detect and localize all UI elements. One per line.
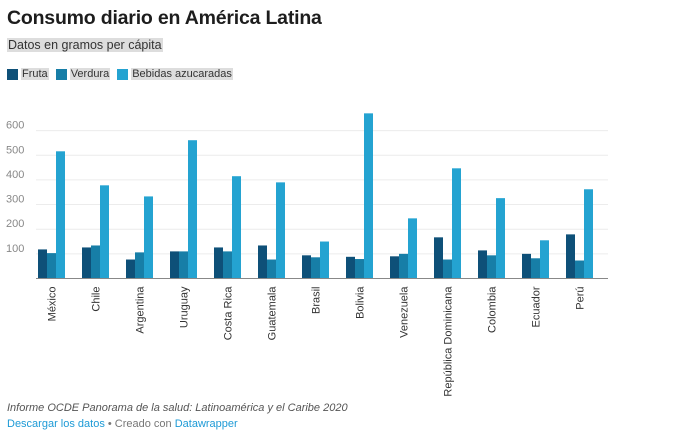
y-tick-label: 100: [6, 243, 24, 255]
legend-item-fruta: Fruta: [7, 68, 49, 80]
y-tick-label: 500: [6, 144, 24, 156]
x-category-label: Uruguay: [179, 286, 191, 328]
legend: Fruta Verdura Bebidas azucaradas: [7, 68, 233, 80]
bar-verdura: [91, 245, 100, 279]
bar-verdura: [531, 258, 540, 279]
x-category-label: Guatemala: [267, 286, 279, 341]
bar-verdura: [135, 252, 144, 279]
bar-bebidas-azucaradas: [584, 189, 593, 279]
bar-fruta: [82, 247, 91, 279]
x-axis: México Chile Argentina Uruguay Costa Rica Gua…: [36, 278, 608, 397]
bar-verdura: [355, 259, 364, 279]
bar-verdura: [267, 259, 276, 279]
footer: Descargar los datos • Creado con Datawra…: [7, 418, 238, 430]
x-category-label: Colombia: [487, 286, 499, 333]
bar-bebidas-azucaradas: [496, 198, 505, 279]
bar-chart: 100 200 300 400 500 600 México Chile Argentina U…: [6, 113, 608, 397]
legend-swatch-verdura: [55, 68, 67, 80]
bar-fruta: [434, 237, 443, 279]
bar-fruta: [346, 256, 355, 279]
bar-bebidas-azucaradas: [232, 176, 241, 279]
bar-verdura: [399, 253, 408, 279]
bar-fruta: [566, 234, 575, 279]
bar-verdura: [487, 255, 496, 279]
bar-bebidas-azucaradas: [320, 241, 329, 279]
gridlines: [36, 130, 608, 255]
bar-fruta: [478, 250, 487, 279]
bar-fruta: [126, 259, 135, 279]
bar-fruta: [170, 251, 179, 279]
bar-fruta: [38, 249, 47, 279]
bars: [38, 113, 593, 279]
bar-bebidas-azucaradas: [56, 151, 65, 279]
bar-verdura: [443, 259, 452, 279]
y-tick-label: 300: [6, 194, 24, 206]
legend-item-verdura: Verdura: [55, 68, 111, 80]
bar-bebidas-azucaradas: [144, 196, 153, 279]
bar-fruta: [390, 256, 399, 279]
x-category-label: Perú: [575, 287, 587, 310]
x-category-label: Brasil: [311, 287, 323, 315]
legend-swatch-bebidas: [117, 68, 129, 80]
bar-verdura: [179, 251, 188, 279]
datawrapper-link[interactable]: Datawrapper: [174, 418, 238, 430]
y-tick-label: 600: [6, 120, 24, 132]
chart-subtitle: Datos en gramos per cápita: [7, 38, 163, 52]
legend-label: Verdura: [69, 68, 111, 80]
legend-swatch-fruta: [7, 68, 18, 80]
bar-bebidas-azucaradas: [452, 168, 461, 279]
bar-bebidas-azucaradas: [364, 113, 373, 279]
bar-bebidas-azucaradas: [188, 140, 197, 279]
x-category-label: República Dominicana: [443, 286, 455, 397]
bar-fruta: [258, 245, 267, 279]
y-tick-label: 200: [6, 218, 24, 230]
x-category-label: Chile: [91, 287, 103, 312]
x-category-label: México: [47, 287, 59, 322]
source-note: Informe OCDE Panorama de la salud: Latin…: [7, 402, 348, 414]
footer-separator: • Creado con: [104, 418, 175, 430]
y-tick-label: 400: [6, 169, 24, 181]
download-data-link[interactable]: Descargar los datos: [7, 418, 105, 430]
bar-verdura: [575, 260, 584, 279]
legend-label: Fruta: [21, 68, 49, 80]
bar-fruta: [214, 247, 223, 279]
legend-label: Bebidas azucaradas: [131, 68, 233, 80]
x-category-label: Venezuela: [399, 286, 411, 338]
bar-verdura: [47, 253, 56, 279]
legend-item-bebidas: Bebidas azucaradas: [117, 68, 233, 80]
bar-verdura: [223, 251, 232, 279]
x-category-label: Costa Rica: [223, 286, 235, 341]
bar-fruta: [302, 255, 311, 279]
x-category-label: Bolivia: [355, 286, 367, 319]
bar-bebidas-azucaradas: [276, 182, 285, 279]
bar-fruta: [522, 253, 531, 279]
x-category-label: Ecuador: [531, 286, 543, 327]
bar-bebidas-azucaradas: [540, 240, 549, 279]
x-category-label: Argentina: [135, 286, 147, 334]
bar-bebidas-azucaradas: [408, 218, 417, 279]
y-axis: 100 200 300 400 500 600: [6, 120, 24, 255]
chart-title: Consumo diario en América Latina: [7, 7, 322, 29]
bar-bebidas-azucaradas: [100, 185, 109, 279]
bar-verdura: [311, 257, 320, 279]
